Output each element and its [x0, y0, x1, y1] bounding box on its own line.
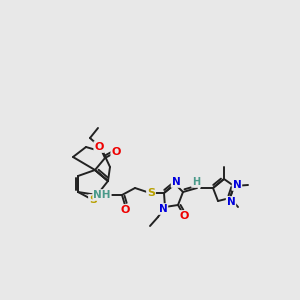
Text: O: O	[94, 142, 104, 152]
Text: H: H	[192, 177, 200, 187]
Text: S: S	[147, 188, 155, 198]
Text: S: S	[89, 195, 97, 205]
Text: N: N	[226, 197, 236, 207]
Text: N: N	[172, 177, 180, 187]
Text: O: O	[179, 211, 189, 221]
Text: N: N	[159, 204, 167, 214]
Text: O: O	[120, 205, 130, 215]
Text: N: N	[232, 180, 242, 190]
Text: O: O	[111, 147, 121, 157]
Text: NH: NH	[93, 190, 111, 200]
